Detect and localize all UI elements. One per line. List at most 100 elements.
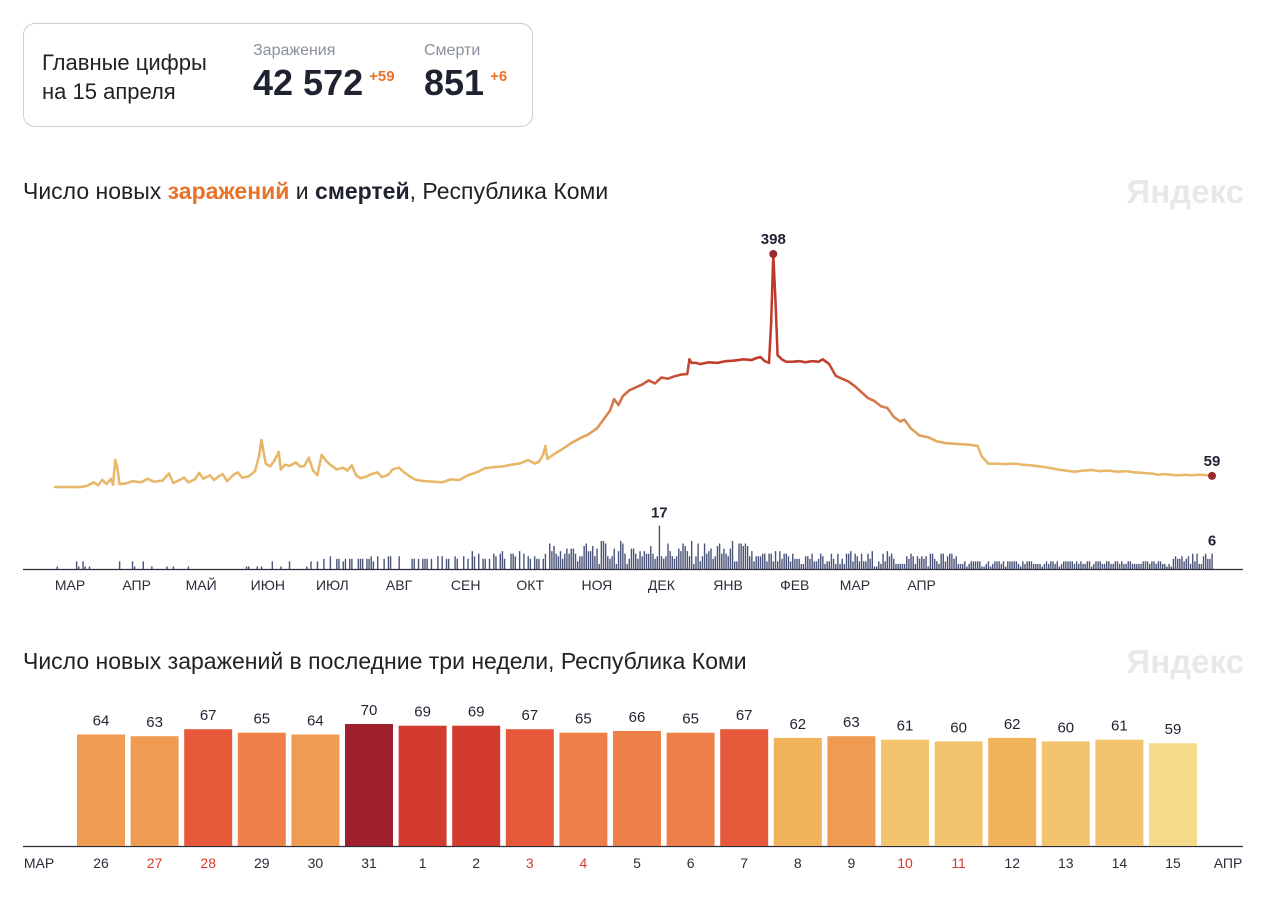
death-bar [882,553,884,569]
infections-stat: Заражения 42 572 +59 [253,42,395,104]
death-bar [288,561,291,569]
death-bar [615,563,618,569]
death-bar [471,551,474,569]
infections-line [53,252,1214,489]
day-bar [613,731,661,846]
death-bar [949,553,951,569]
day-bar-value-label: 62 [1004,716,1021,733]
death-bar [1151,561,1153,569]
death-bar [594,556,596,569]
death-bar [884,561,886,569]
death-bar [860,553,863,569]
death-bar [979,561,981,569]
death-bar [512,553,514,569]
death-bar [1099,561,1101,569]
death-bar [761,553,764,569]
death-bar [1088,561,1091,569]
death-bar [592,546,594,569]
death-bar [387,556,390,569]
death-bar [1172,558,1175,569]
death-bar [811,553,813,569]
death-bar [981,566,983,569]
death-bar [824,563,826,569]
death-bar [1161,563,1164,569]
death-bar [768,553,770,569]
day-tick-label: 29 [254,855,270,871]
death-bar [389,556,392,569]
day-bar [720,729,769,846]
death-bar [871,551,874,569]
death-bar [131,561,134,569]
day-bar-value-label: 67 [736,707,753,724]
death-bar [1127,561,1129,569]
month-tick-label: МАЙ [186,576,217,593]
death-bar [794,558,796,569]
death-bar [817,558,820,569]
death-bar [495,556,497,569]
death-bar [1103,563,1106,569]
death-bar [1004,566,1007,569]
death-bar [974,561,977,569]
month-tick-label: ДЕК [648,577,676,593]
infections-peak-label: 398 [761,231,786,248]
chart1-title-part3: и [289,178,316,204]
death-bar [467,558,469,569]
death-bar [718,543,721,569]
death-bar [600,540,603,569]
death-bar [798,558,800,569]
death-bar [1192,553,1194,569]
death-bar [366,558,368,569]
death-bar [1157,561,1160,569]
death-bar [1026,561,1028,569]
day-tick-label: 27 [147,855,163,871]
death-bar [972,561,975,569]
death-bar [430,558,433,569]
deaths-label: Смерти [424,42,481,59]
death-bar [1047,563,1050,569]
death-bar [867,553,869,569]
death-bar [985,563,987,569]
death-bar [78,566,80,569]
death-bar [454,556,456,569]
death-bar [1075,561,1078,569]
death-bar [906,556,908,569]
death-bar [576,561,579,569]
day-bar [881,739,929,846]
death-bar [690,540,693,569]
death-bar [368,558,370,569]
death-bar [701,556,704,569]
death-bar [955,556,957,569]
death-bar [852,561,854,569]
death-bar [789,561,792,569]
month-tick-label: АВГ [386,577,413,593]
death-bar [604,543,607,569]
death-bar [1207,558,1209,569]
day-bar [77,734,125,846]
infections-label: Заражения [253,42,336,59]
death-bar [1000,563,1003,569]
day-tick-label: 30 [308,855,324,871]
death-bar [323,558,325,569]
death-bar [869,558,871,569]
death-bar [1022,561,1024,569]
infections-line-segment [318,453,323,467]
death-bar [807,556,809,569]
death-bar [723,548,725,569]
death-bar [587,551,590,569]
death-bar [835,563,837,569]
death-bar [533,556,536,569]
death-bar [727,556,729,569]
death-bar [764,553,766,569]
infections-deaths-chart: 398 59 17 6 МАР АПР МАЙ ИЮН ИЮЛ АВГ СЕН ОКТ НОЯ ДЕК ЯН… [23,231,1243,593]
day-bar-value-label: 67 [521,707,538,724]
death-bar [1093,563,1095,569]
day-bar-value-label: 64 [307,713,324,730]
death-bar [422,558,424,569]
death-bar [357,558,360,569]
death-bar [611,556,613,569]
death-bar [660,556,663,569]
death-bar [725,553,727,569]
month-tick-label: МАР [55,577,85,593]
month-tick-label: ОКТ [516,577,544,593]
day-tick-label: 6 [687,855,695,871]
